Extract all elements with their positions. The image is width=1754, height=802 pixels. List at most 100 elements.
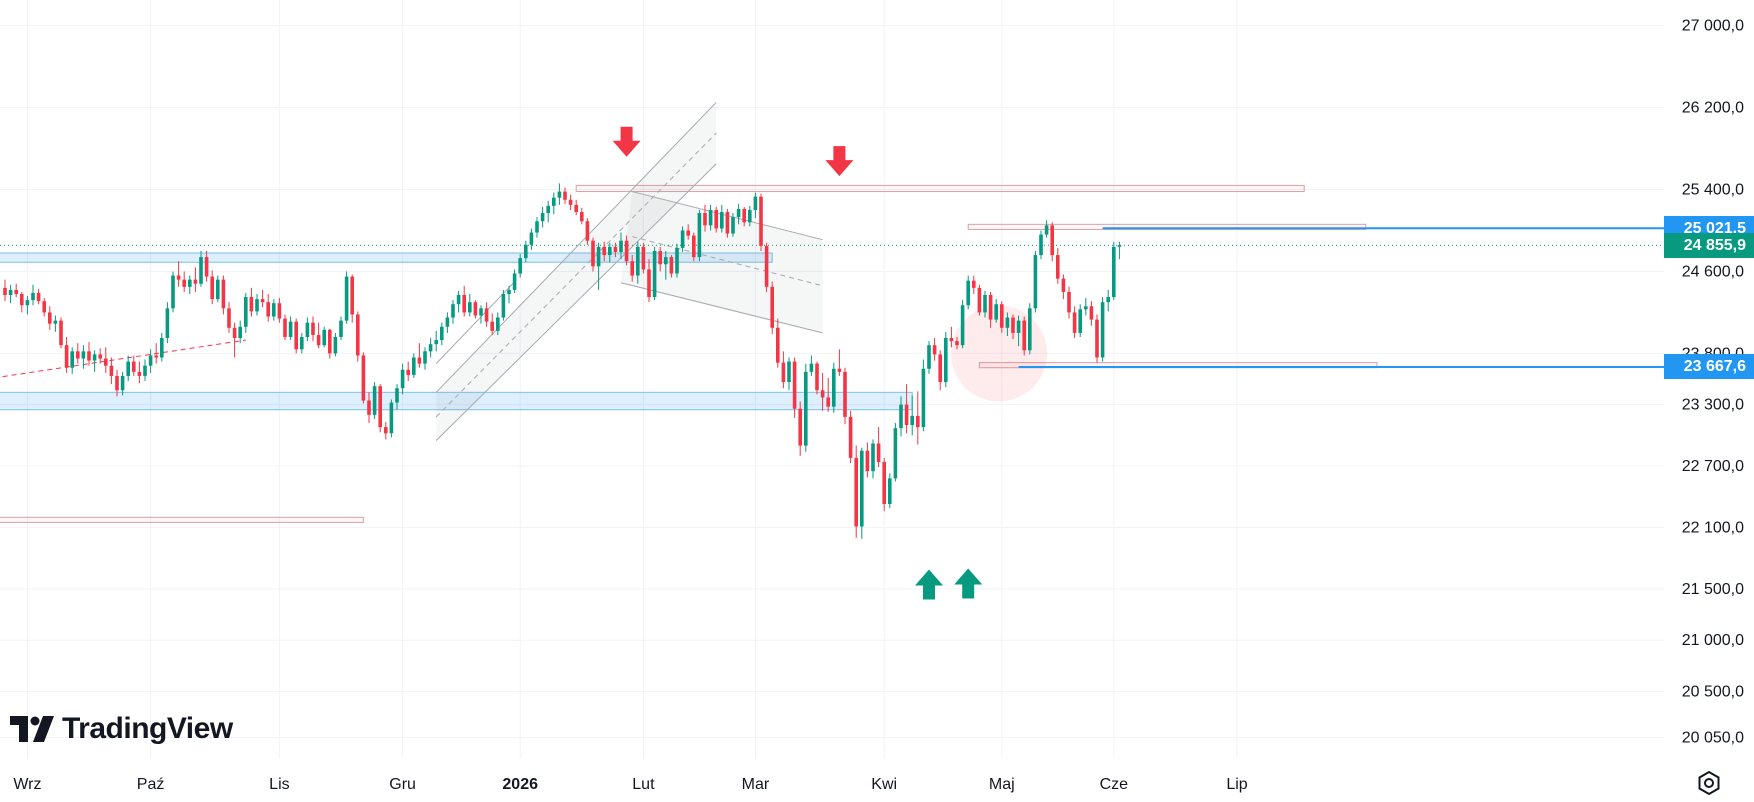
candle	[288, 316, 293, 341]
candle-body	[25, 300, 30, 306]
time-axis-label: Gru	[389, 776, 416, 793]
candle	[927, 341, 931, 374]
candle	[1078, 304, 1082, 338]
candle-body	[109, 365, 114, 376]
candle	[188, 275, 192, 294]
candle	[820, 372, 825, 411]
candle	[367, 392, 371, 424]
candle-body	[48, 312, 52, 324]
candle	[496, 312, 500, 335]
time-axis-label: Cze	[1100, 776, 1129, 793]
candle	[244, 292, 248, 333]
candle-body	[865, 450, 870, 472]
candle-body	[860, 450, 864, 527]
candle	[328, 328, 332, 359]
candle-body	[132, 361, 136, 372]
candle	[832, 362, 836, 413]
candle	[1028, 303, 1032, 355]
candle	[81, 345, 86, 369]
annotation-markers	[612, 126, 983, 600]
candle-body	[1095, 319, 1099, 358]
candle-body	[652, 250, 657, 298]
candle	[1100, 297, 1105, 362]
candle	[524, 240, 528, 263]
candle	[938, 350, 942, 391]
candle-body	[154, 355, 158, 358]
candle-body	[848, 416, 853, 458]
candle	[406, 361, 410, 382]
candle-body	[221, 279, 226, 309]
candle	[983, 290, 987, 318]
candle	[804, 363, 808, 452]
buy-arrow-icon	[915, 569, 943, 600]
candle-body	[104, 358, 108, 366]
candle	[580, 207, 584, 225]
candle-body	[832, 368, 836, 407]
candle	[92, 350, 97, 372]
candle	[703, 204, 707, 232]
channel-fill	[436, 102, 717, 441]
candle	[221, 275, 226, 315]
candle	[350, 274, 354, 323]
candle	[647, 259, 651, 303]
candle-body	[692, 235, 696, 258]
candle	[412, 353, 416, 378]
candle-body	[42, 301, 46, 313]
time-axis-label: Paź	[137, 776, 165, 793]
candle	[792, 357, 797, 418]
candle-body	[910, 415, 914, 426]
candle-body	[742, 208, 746, 223]
candle-body	[708, 209, 713, 226]
chart-settings-button[interactable]	[1696, 770, 1722, 796]
candle	[1117, 241, 1122, 260]
candle	[120, 371, 125, 396]
candle	[725, 208, 730, 238]
candle	[1005, 312, 1010, 336]
candle	[960, 300, 965, 349]
candle	[255, 293, 259, 316]
candle-body	[70, 351, 74, 368]
candle-body	[837, 368, 842, 372]
candle	[1044, 220, 1049, 238]
candle-body	[160, 338, 164, 358]
time-axis[interactable]: Wrz Paź Lis Gru 2026 Lut Mar Kwi Maj Cze Lip	[13, 776, 1247, 793]
channel-midline	[435, 132, 717, 418]
candle	[854, 445, 858, 538]
candle	[899, 396, 903, 437]
candle	[76, 343, 80, 364]
candle	[126, 355, 130, 382]
candle-body	[244, 297, 248, 327]
candle	[322, 326, 326, 348]
candle	[585, 218, 590, 245]
candle-body	[944, 338, 948, 383]
candle-body	[983, 295, 987, 313]
candle-body	[686, 230, 690, 236]
candle	[798, 401, 802, 456]
candle-body	[484, 308, 489, 322]
candle	[1084, 298, 1088, 316]
candle-body	[876, 443, 881, 462]
candle-body	[305, 322, 310, 338]
candle	[955, 337, 959, 350]
candle	[596, 242, 601, 290]
candle-body	[1033, 255, 1038, 309]
candle-body	[120, 375, 125, 391]
channel-midline	[632, 236, 823, 287]
candle-body	[1028, 308, 1032, 351]
candle-body	[361, 355, 366, 401]
candle-body	[546, 205, 550, 214]
candle-body	[949, 338, 954, 342]
candle-body	[731, 217, 735, 234]
level-zone	[0, 252, 773, 263]
candle-body	[445, 317, 450, 327]
tradingview-logo: TradingView	[10, 712, 233, 746]
candle-body	[977, 287, 982, 313]
price-axis-label: 20 050,0	[1682, 730, 1744, 747]
candle-body	[126, 361, 130, 376]
price-axis-label: 27 000,0	[1682, 18, 1744, 35]
price-axis[interactable]: 27 000,026 200,025 400,024 600,023 800,0…	[1682, 18, 1744, 747]
candle-body	[137, 371, 142, 376]
price-tag-label: 24 855,9	[1664, 232, 1754, 258]
candle	[540, 206, 545, 228]
